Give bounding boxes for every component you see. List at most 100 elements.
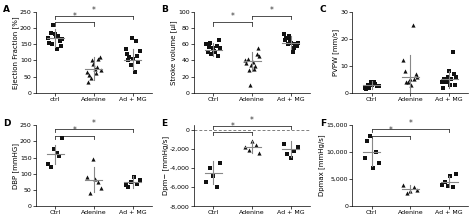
Point	[202, 181, 210, 184]
Point	[287, 157, 295, 160]
Point	[97, 187, 105, 190]
Y-axis label: Dpmax [mmHg/s]: Dpmax [mmHg/s]	[319, 135, 325, 196]
Point	[204, 51, 211, 54]
Point	[447, 83, 454, 87]
Point	[208, 52, 215, 56]
Point	[202, 42, 210, 46]
Point	[254, 47, 262, 50]
Text: *: *	[231, 122, 235, 131]
Text: *: *	[409, 119, 412, 128]
Point	[126, 55, 133, 59]
Text: *: *	[270, 6, 273, 15]
Point	[48, 42, 56, 46]
Point	[86, 191, 93, 194]
Point	[83, 70, 91, 74]
Point	[210, 49, 218, 53]
Point	[244, 57, 252, 61]
Point	[401, 70, 409, 73]
Point	[136, 179, 144, 182]
Point	[372, 150, 380, 154]
Text: C: C	[319, 5, 326, 14]
Point	[50, 148, 57, 151]
Text: D: D	[3, 118, 11, 128]
Point	[407, 189, 414, 193]
Point	[55, 34, 62, 38]
Point	[410, 78, 418, 81]
Point	[364, 83, 372, 87]
Point	[249, 60, 256, 64]
Point	[439, 86, 447, 89]
Point	[410, 186, 418, 189]
Text: B: B	[162, 5, 168, 14]
Point	[282, 38, 289, 42]
Point	[55, 154, 63, 158]
Point	[217, 47, 224, 50]
Point	[447, 175, 454, 178]
Point	[57, 44, 64, 48]
Point	[293, 44, 301, 48]
Point	[361, 156, 368, 159]
Point	[365, 86, 373, 89]
Point	[241, 145, 249, 149]
Point	[363, 87, 370, 91]
Point	[47, 166, 55, 169]
Point	[286, 38, 294, 42]
Point	[92, 72, 100, 75]
Point	[290, 47, 298, 50]
Text: *: *	[73, 13, 76, 21]
Point	[87, 77, 94, 80]
Point	[131, 70, 138, 74]
Point	[445, 70, 453, 73]
Y-axis label: Dpm− [mmHg/s]: Dpm− [mmHg/s]	[162, 136, 169, 195]
Point	[400, 183, 407, 186]
Point	[369, 83, 376, 87]
Point	[284, 42, 292, 46]
Point	[444, 184, 451, 187]
Point	[361, 86, 368, 89]
Point	[452, 172, 460, 175]
Point	[447, 78, 455, 81]
Point	[450, 72, 457, 76]
Point	[125, 185, 132, 189]
Point	[407, 83, 415, 87]
Point	[292, 42, 299, 46]
Point	[51, 33, 58, 36]
Point	[452, 75, 460, 78]
Point	[89, 157, 96, 161]
Y-axis label: DBP [mmHG]: DBP [mmHG]	[12, 143, 18, 189]
Point	[370, 80, 378, 84]
Point	[132, 39, 140, 43]
Point	[372, 82, 379, 85]
Point	[294, 145, 301, 149]
Point	[58, 38, 66, 41]
Point	[441, 180, 449, 184]
Point	[136, 49, 144, 53]
Point	[413, 188, 421, 192]
Point	[375, 84, 383, 88]
Point	[252, 143, 259, 147]
Point	[441, 78, 448, 81]
Point	[49, 23, 57, 27]
Point	[96, 55, 103, 59]
Point	[83, 175, 91, 179]
Point	[289, 51, 297, 54]
Point	[373, 84, 381, 88]
Point	[364, 139, 371, 143]
Point	[52, 34, 60, 38]
Point	[243, 61, 250, 65]
Point	[438, 80, 446, 84]
Point	[93, 65, 101, 69]
Point	[217, 162, 224, 165]
Text: *: *	[73, 126, 76, 135]
Point	[283, 36, 290, 40]
Point	[128, 36, 136, 40]
Point	[127, 64, 135, 67]
Text: *: *	[231, 13, 235, 21]
Point	[404, 80, 412, 84]
Point	[210, 174, 217, 177]
Y-axis label: PVPW [mm/s]: PVPW [mm/s]	[332, 29, 339, 76]
Point	[91, 67, 98, 70]
Point	[94, 180, 102, 184]
Y-axis label: Ejection Fraction [%]: Ejection Fraction [%]	[12, 16, 18, 89]
Point	[133, 182, 141, 185]
